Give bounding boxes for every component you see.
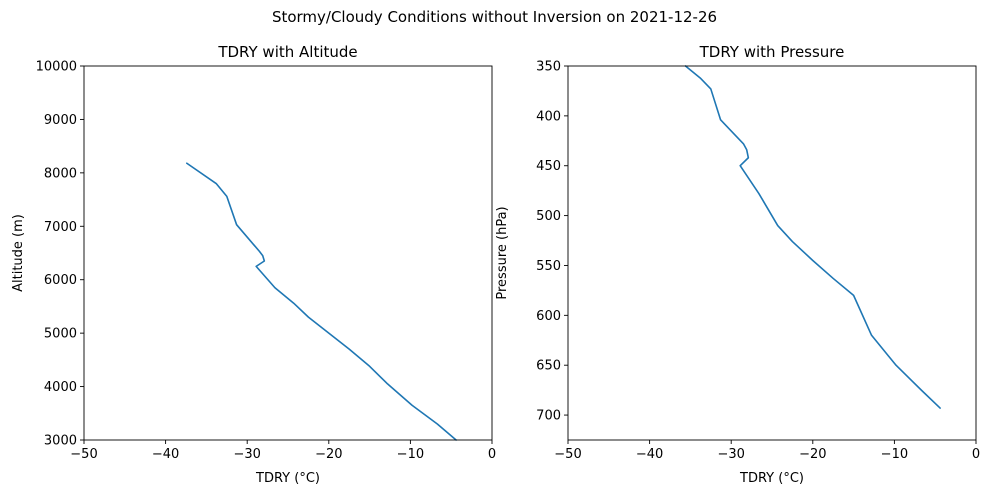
y-tick-label: 4000 — [44, 380, 77, 395]
y-tick-label: 550 — [536, 259, 561, 274]
y-tick-label: 600 — [536, 309, 561, 324]
y-tick-label: 10000 — [36, 60, 77, 75]
chart-pressure: −50 −40 −30 −20 −10 0 350 400 450 500 550 600 650 700… — [495, 43, 980, 486]
series-line — [684, 65, 941, 409]
x-axis-label: TDRY (°C) — [255, 471, 320, 486]
axes-frame — [83, 65, 493, 441]
y-tick-label: 3000 — [44, 434, 77, 449]
x-tick-label: 0 — [972, 447, 980, 462]
y-tick-label: 8000 — [44, 166, 77, 181]
y-axis-label: Altitude (m) — [11, 214, 26, 292]
x-tick-label: −40 — [152, 447, 179, 462]
y-tick-label: 9000 — [44, 113, 77, 128]
y-tick-label: 450 — [536, 159, 561, 174]
y-tick-label: 7000 — [44, 220, 77, 235]
x-tick-label: −30 — [717, 447, 744, 462]
series-line — [186, 162, 457, 441]
y-axis-label: Pressure (hPa) — [495, 206, 510, 299]
y-tick-label: 500 — [536, 209, 561, 224]
y-tick-label: 350 — [536, 60, 561, 75]
y-tick-label: 6000 — [44, 273, 77, 288]
x-tick-label: −20 — [799, 447, 826, 462]
chart-title: TDRY with Altitude — [217, 43, 357, 61]
chart-altitude: −50 −40 −30 −20 −10 0 3000 4000 5000 6000 7000 8000… — [11, 43, 496, 486]
x-tick-label: −20 — [315, 447, 342, 462]
y-tick-label: 400 — [536, 109, 561, 124]
chart-title: TDRY with Pressure — [699, 43, 845, 61]
x-tick-label: −50 — [70, 447, 97, 462]
x-tick-label: −10 — [881, 447, 908, 462]
figure-suptitle: Stormy/Cloudy Conditions without Inversi… — [272, 8, 717, 26]
x-tick-label: −50 — [554, 447, 581, 462]
y-tick-label: 650 — [536, 359, 561, 374]
y-tick-label: 700 — [536, 409, 561, 424]
x-tick-label: −30 — [233, 447, 260, 462]
x-tick-label: 0 — [488, 447, 496, 462]
x-tick-label: −10 — [397, 447, 424, 462]
x-axis-label: TDRY (°C) — [739, 471, 804, 486]
x-tick-label: −40 — [636, 447, 663, 462]
axes-frame — [567, 65, 977, 441]
y-tick-label: 5000 — [44, 327, 77, 342]
